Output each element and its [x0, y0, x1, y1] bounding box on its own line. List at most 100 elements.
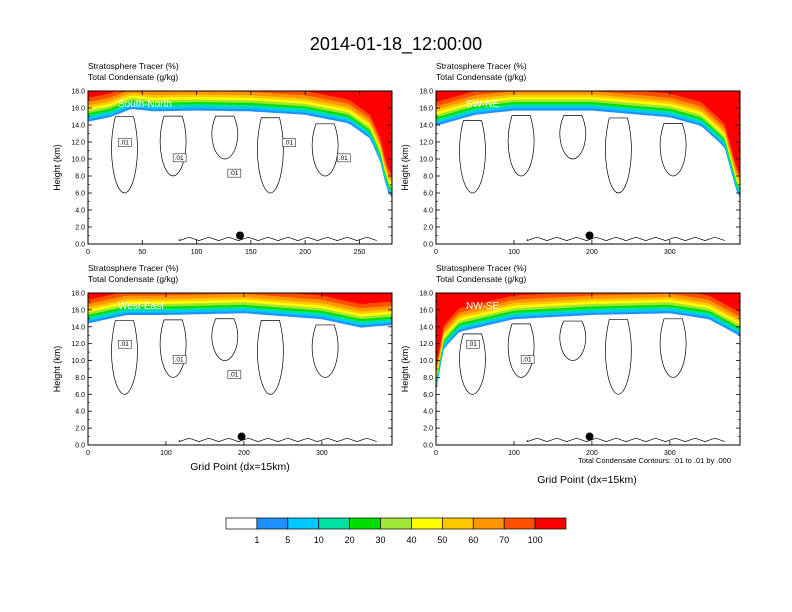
- condensate-contour: [459, 120, 486, 194]
- y-tick-label: 12.0: [71, 140, 85, 147]
- panel-name: West-East: [118, 301, 164, 312]
- condensate-contour: [559, 320, 586, 361]
- field-title-tracer: Stratosphere Tracer (%): [436, 263, 527, 273]
- x-tick-label: 100: [191, 249, 203, 256]
- surface-marker: [585, 231, 594, 240]
- y-tick-label: 10.0: [419, 358, 433, 365]
- tracer-band: [436, 293, 740, 389]
- y-axis-label: Height (km): [400, 144, 410, 191]
- panel-south-north: Stratosphere Tracer (%)Total Condensate …: [52, 61, 393, 256]
- condensate-contour: [507, 323, 535, 378]
- plot-area: .01 .01 .01 .01 .01: [88, 91, 392, 244]
- condensate-contour: [605, 319, 632, 395]
- x-tick-label: 0: [434, 450, 438, 457]
- colorbar-swatch: [442, 517, 474, 530]
- x-tick-label: 0: [434, 249, 438, 256]
- plot-area: .01 .01: [436, 293, 740, 445]
- colorbar-label: 40: [406, 535, 416, 545]
- condensate-contour: [559, 115, 586, 160]
- plot-area: .01 .01 .01: [88, 293, 392, 445]
- y-tick-label: 0.0: [75, 242, 85, 249]
- condensate-contour-surface: [526, 236, 725, 242]
- x-tick-label: 300: [664, 249, 676, 256]
- condensate-contour: [605, 117, 632, 194]
- y-tick-label: 18.0: [419, 291, 433, 298]
- y-tick-label: 12.0: [419, 140, 433, 147]
- panel-name: NW-SE: [466, 301, 499, 312]
- panel-name: SW-NE: [466, 99, 499, 110]
- panel-sw-ne: Stratosphere Tracer (%)Total Condensate …: [400, 61, 741, 256]
- condensate-contour-surface: [526, 437, 725, 443]
- panels: Stratosphere Tracer (%)Total Condensate …: [52, 61, 741, 457]
- colorbar-swatch: [287, 517, 320, 530]
- x-tick-label: 100: [160, 450, 172, 457]
- colorbar-label: 30: [376, 535, 386, 545]
- condensate-contour: [507, 115, 535, 177]
- colorbar-swatch: [534, 517, 567, 530]
- y-tick-label: 14.0: [419, 123, 433, 130]
- y-tick-label: 14.0: [71, 123, 85, 130]
- colorbar-swatch: [411, 517, 443, 530]
- contour-label: .01: [229, 372, 238, 379]
- y-tick-label: 0.0: [75, 443, 85, 450]
- y-tick-label: 2.0: [75, 426, 85, 433]
- y-tick-label: 12.0: [71, 341, 85, 348]
- x-tick-label: 100: [508, 450, 520, 457]
- y-tick-label: 10.0: [419, 157, 433, 164]
- y-tick-label: 16.0: [419, 106, 433, 113]
- y-tick-label: 4.0: [75, 208, 85, 215]
- contour-label-box: [337, 153, 351, 163]
- xlabel-left: Grid Point (dx=15km): [190, 461, 290, 473]
- condensate-contour: [111, 116, 138, 194]
- y-tick-label: 10.0: [71, 358, 85, 365]
- colorbar: 1 5 10 20 30 40 50 60 70 100: [225, 517, 567, 545]
- y-tick-label: 14.0: [419, 324, 433, 331]
- colorbar-label: 70: [499, 535, 509, 545]
- condensate-contour: [211, 318, 238, 361]
- y-tick-label: 6.0: [75, 191, 85, 198]
- x-tick-label: 300: [664, 450, 676, 457]
- contour-label: .01: [120, 140, 129, 147]
- x-tick-label: 50: [138, 249, 146, 256]
- y-tick-label: 8.0: [75, 375, 85, 382]
- y-tick-label: 12.0: [419, 341, 433, 348]
- x-tick-label: 200: [238, 450, 250, 457]
- contour-label-box: [118, 339, 132, 349]
- contour-label-box: [172, 153, 187, 163]
- surface-marker: [237, 432, 246, 441]
- y-tick-label: 8.0: [75, 174, 85, 181]
- surface-marker: [585, 432, 594, 441]
- y-tick-label: 16.0: [419, 307, 433, 314]
- colorbar-label: 50: [437, 535, 447, 545]
- contour-label: .01: [120, 341, 129, 348]
- contour-label: .01: [175, 356, 184, 363]
- y-tick-label: 8.0: [423, 375, 433, 382]
- y-tick-label: 8.0: [423, 174, 433, 181]
- contour-label: .01: [523, 356, 532, 363]
- x-tick-label: 0: [86, 249, 90, 256]
- colorbar-swatch: [318, 517, 350, 530]
- tracer-band: [88, 91, 392, 175]
- colorbar-label: 10: [314, 535, 324, 545]
- colorbar-swatch: [349, 517, 381, 530]
- contour-label-box: [118, 138, 132, 147]
- condensate-contour: [257, 319, 284, 395]
- contour-label: .01: [468, 341, 477, 348]
- x-tick-label: 100: [508, 249, 520, 256]
- panel-nw-se: Stratosphere Tracer (%)Total Condensate …: [400, 263, 741, 457]
- contour-note: Total Condensate Contours: .01 to .01 by…: [578, 456, 731, 465]
- field-title-condensate: Total Condensate (g/kg): [88, 72, 178, 82]
- field-title-condensate: Total Condensate (g/kg): [436, 274, 526, 284]
- y-axis-label: Height (km): [52, 346, 62, 393]
- colorbar-swatch: [225, 517, 258, 530]
- colorbar-label: 1: [254, 535, 259, 545]
- condensate-contour: [659, 318, 687, 378]
- y-tick-label: 10.0: [71, 157, 85, 164]
- y-tick-label: 14.0: [71, 324, 85, 331]
- colorbar-label: 5: [285, 535, 290, 545]
- contour-label-box: [520, 355, 535, 364]
- y-tick-label: 2.0: [423, 426, 433, 433]
- colorbar-swatch: [380, 517, 412, 530]
- field-title-condensate: Total Condensate (g/kg): [88, 274, 178, 284]
